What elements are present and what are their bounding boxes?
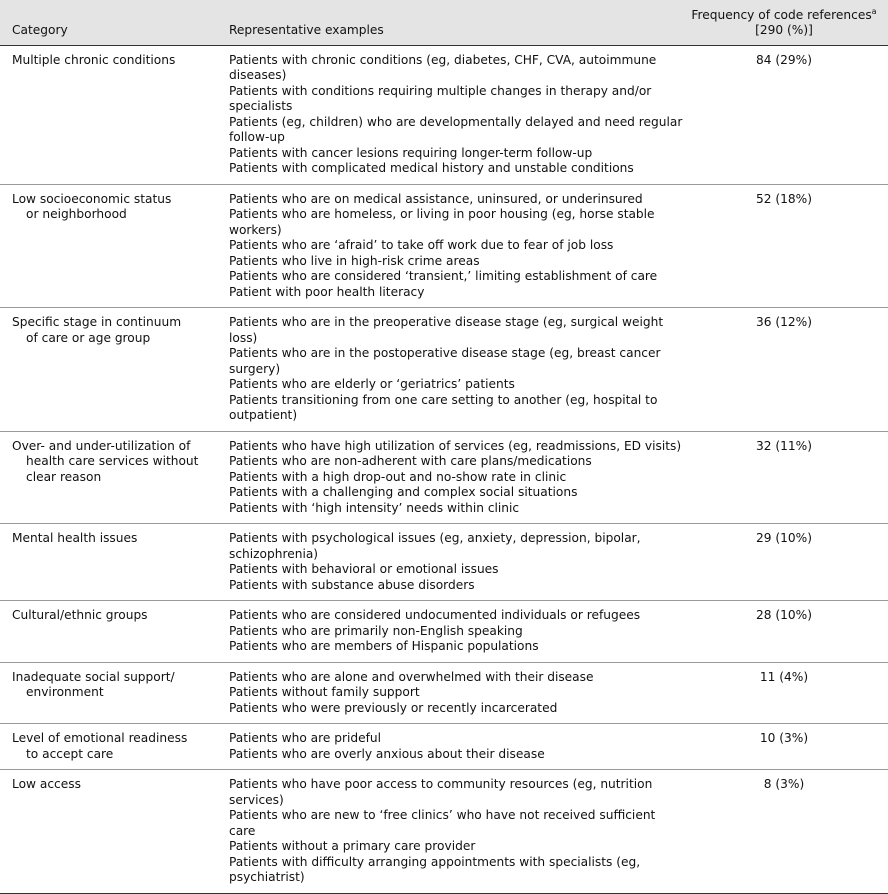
category-line: to accept care [26,746,114,761]
category-line: Multiple chronic conditions [12,52,176,67]
examples-cell: Patients who are on medical assistance, … [217,184,684,308]
examples-cell: Patients who have high utilization of se… [217,431,684,524]
example-line: Patients with psychological issues (eg, … [229,531,641,561]
category-line: environment [26,685,104,699]
examples-cell: Patients who have poor access to communi… [217,769,684,894]
category-line: of care or age group [26,330,151,345]
example-line: Patients who are ‘afraid’ to take off wo… [229,238,614,252]
frequency-cell: 28 (10%) [684,600,888,663]
frequency-cell: 84 (29%) [684,45,888,185]
example-line: Patients who are members of Hispanic pop… [229,639,539,653]
example-line: Patients with cancer lesions requiring l… [229,145,593,160]
example-line: Patients who are in the postoperative di… [229,346,661,376]
example-line: Patients who are overly anxious about th… [229,746,545,761]
example-line: Patients with chronic conditions (eg, di… [229,52,657,83]
header-cell: Frequency of code referencesa [290 (%)] [684,0,888,46]
header-cell: Category [0,0,217,46]
category-line: clear reason [26,469,102,484]
example-line: Patients who were previously or recently… [229,700,558,715]
example-line: Patients without a primary care provider [229,839,476,853]
example-line: Patients transitioning from one care set… [229,392,658,423]
examples-cell: Patients with psychological issues (eg, … [217,523,684,601]
category-cell: Over- and under-utilization of health car… [0,431,217,524]
example-line: Patients without family support [229,685,420,699]
example-line: Patient with poor health literacy [229,284,425,299]
table-row: Low socioeconomic status or neighborhood P… [0,184,888,308]
category-line: or neighborhood [26,207,127,221]
example-line: Patients who are primarily non-English s… [229,623,523,638]
example-line: Patients who are elderly or ‘geriatrics’… [229,377,515,391]
example-line: Patients with behavioral or emotional is… [229,562,499,576]
table-row: Over- and under-utilization of health car… [0,431,888,524]
category-cell: Level of emotional readiness to accept ca… [0,723,217,770]
example-line: Patients with complicated medical histor… [229,161,634,175]
category-cell: Multiple chronic conditions [0,45,217,185]
table-row: Cultural/ethnic groups Patients who are c… [0,600,888,663]
category-line: health care services without [26,454,199,468]
category-cell: Low access [0,769,217,894]
example-line: Patients with a high drop-out and no-sho… [229,469,567,484]
examples-cell: Patients who are prideful Patients who ar… [217,723,684,770]
category-cell: Mental health issues [0,523,217,601]
example-line: Patients who are new to ‘free clinics’ w… [229,808,656,838]
table-row: Inadequate social support/environment Pat… [0,662,888,724]
example-line: Patients who are alone and overwhelmed w… [229,669,594,684]
category-line: Specific stage in continuum [12,315,182,329]
example-line: Patients who are considered ‘transient,’… [229,269,658,283]
example-line: Patients (eg, children) who are developm… [229,114,683,145]
table-row: Mental health issues Patients with psycho… [0,523,888,601]
category-cell: Cultural/ethnic groups [0,600,217,663]
frequency-cell: 8 (3%) [684,769,888,894]
examples-cell: Patients who are considered undocumented… [217,600,684,663]
frequency-cell: 36 (12%) [684,307,888,432]
category-line: Mental health issues [12,531,138,545]
examples-cell: Patients who are in the preoperative dis… [217,307,684,432]
example-line: Patients with ‘high intensity’ needs wit… [229,500,520,515]
table-row: Specific stage in continuum of care or ag… [0,307,888,432]
category-line: Low socioeconomic status [12,191,172,206]
frequency-cell: 32 (11%) [684,431,888,524]
example-line: Patients who are homeless, or living in … [229,207,655,237]
category-line: Inadequate social support/ [12,669,175,684]
table-row: Multiple chronic conditions Patients with… [0,45,888,185]
examples-cell: Patients with chronic conditions (eg, di… [217,45,684,185]
category-line: Level of emotional readiness [12,731,188,745]
category-cell: Low socioeconomic status or neighborhood [0,184,217,308]
frequency-cell: 10 (3%) [684,723,888,770]
header-text: [290 (%)] [755,23,813,37]
category-cell: Specific stage in continuum of care or ag… [0,307,217,432]
example-line: Patients who have high utilization of se… [229,438,682,453]
example-line: Patients with substance abuse disorders [229,577,475,592]
example-line: Patients who live in high-risk crime are… [229,253,480,268]
header-row: Category Representative examples Frequen… [0,0,888,46]
category-cell: Inadequate social support/environment [0,662,217,724]
example-line: Patients who have poor access to communi… [229,777,653,807]
category-line: Cultural/ethnic groups [12,608,148,622]
example-line: Patients who are non-adherent with care … [229,454,592,468]
example-line: Patients with difficulty arranging appoi… [229,854,641,885]
example-line: Patients who are considered undocumented… [229,608,641,622]
header-cell: Representative examples [217,0,684,46]
footnote-marker: a [871,6,877,16]
examples-cell: Patients who are alone and overwhelmed w… [217,662,684,724]
frequency-cell: 29 (10%) [684,523,888,601]
example-line: Patients who are on medical assistance, … [229,191,643,206]
example-line: Patients with conditions requiring multi… [229,83,652,114]
header-text: Frequency of code references [691,7,872,22]
table-body: Multiple chronic conditions Patients with… [0,45,888,894]
table-row: Low access Patients who have poor access … [0,769,888,894]
frequency-cell: 11 (4%) [684,662,888,724]
category-line: Over- and under-utilization of [12,438,191,453]
frequency-cell: 52 (18%) [684,184,888,308]
category-line: Low access [12,777,81,791]
example-line: Patients who are in the preoperative dis… [229,315,664,345]
example-line: Patients with a challenging and complex … [229,485,578,499]
table-row: Level of emotional readiness to accept ca… [0,723,888,770]
example-line: Patients who are prideful [229,731,382,745]
